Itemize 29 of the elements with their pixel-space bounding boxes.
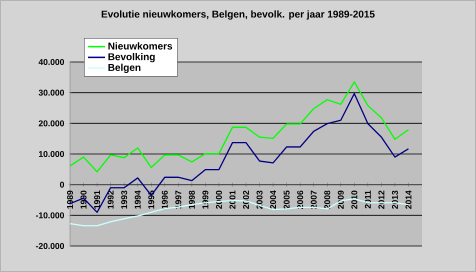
x-tick-label: 2010 [351,190,358,209]
legend-label: Bevolking [108,52,155,62]
x-tick-label: 2000 [216,190,222,209]
y-tick-label: -20.000 [36,243,64,249]
y-tick-label: -10.000 [36,212,64,218]
line-series [69,92,410,213]
x-tick-label: 1996 [162,190,168,209]
x-tick-label: 2008 [324,190,330,209]
x-tick-label: 1989 [67,190,73,209]
x-tick-label: 2014 [405,190,412,209]
x-tick-label: 1992 [108,190,114,209]
y-tick-label: 10.000 [38,151,64,157]
x-tick-label: 1994 [134,190,141,209]
x-tick-label: 1991 [94,190,100,209]
x-tick-label: 2012 [378,190,384,209]
x-tick-label: 1998 [188,190,195,209]
y-tick-label: 0 [60,182,64,188]
y-tick-label: 40.000 [38,59,64,65]
x-tick-label: 1993 [121,190,128,209]
x-tick-label: 2005 [284,190,290,209]
chart-title: Evolutie nieuwkomers, Belgen, bevolk. per jaar 1989-2015 [102,10,375,20]
line-series [69,81,410,172]
x-tick-label: 2013 [392,190,398,209]
legend-label: Nieuwkomers [108,42,172,50]
y-tick-label: 30.000 [38,90,64,96]
x-tick-label: 2004 [270,190,276,209]
x-tick-label: 2003 [256,190,263,209]
y-tick-label: 20.000 [38,120,64,126]
legend-label: Belgen [108,64,140,73]
